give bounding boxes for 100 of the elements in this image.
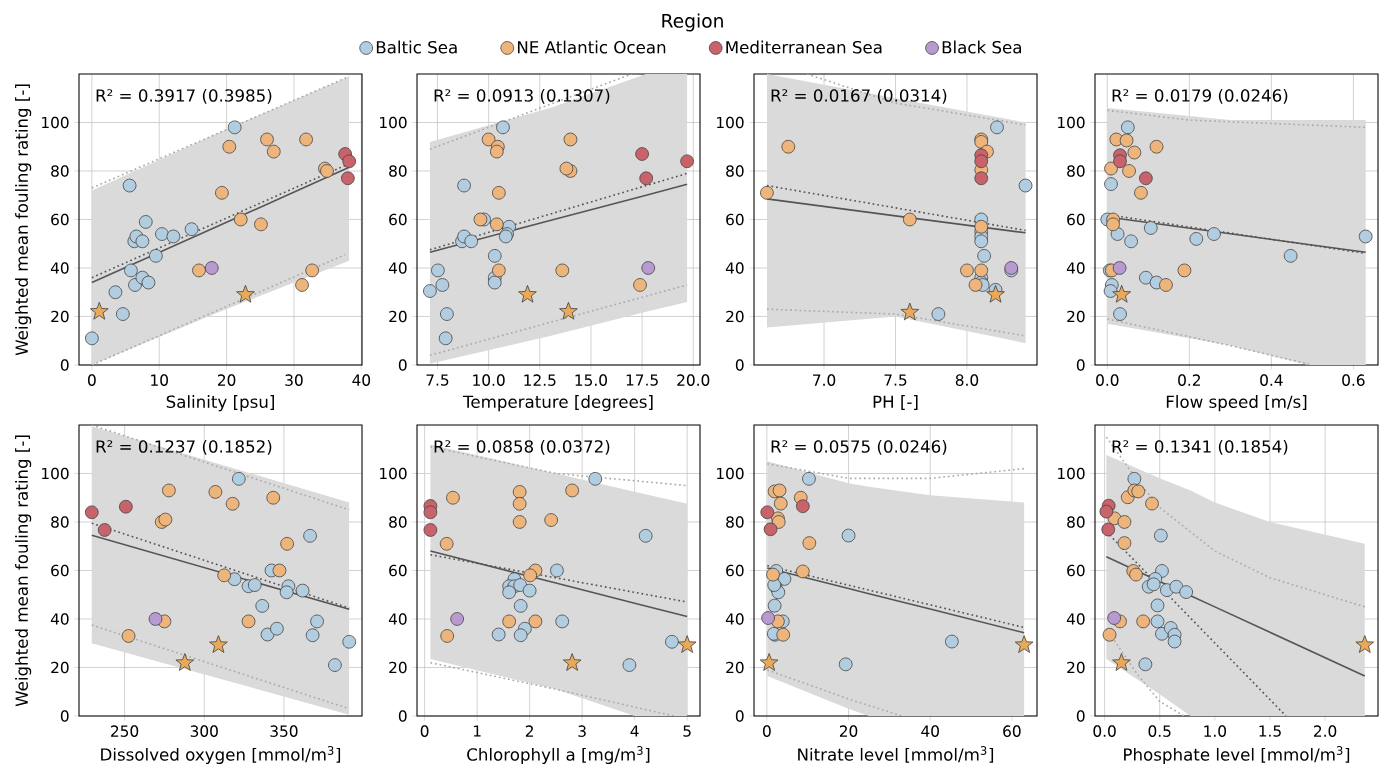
y-tick-label: 40 (50, 262, 69, 274)
y-tick-label: 0 (735, 359, 744, 371)
x-axis-title: PH [-] (873, 395, 918, 410)
x-tick-label: 0 (763, 725, 771, 737)
x-tick-label: 20.0 (677, 374, 710, 386)
y-tick-label: 60 (51, 213, 69, 226)
x-tick-label: 0.0 (1093, 725, 1116, 737)
y-axis-title: Weighted mean fouling rating [-] (15, 84, 32, 356)
y-tick-label: 0 (398, 359, 407, 371)
x-tick-label: 40 (352, 374, 371, 386)
x-tick-label: 1 (473, 725, 481, 737)
x-tick-label: 250 (111, 725, 139, 737)
y-tick-label: 0 (735, 710, 744, 722)
y-tick-label: 20 (51, 310, 69, 323)
x-tick-label: 1.5 (1259, 725, 1281, 737)
x-tick-label: 1.0 (1204, 725, 1227, 737)
y-tick-label: 80 (51, 516, 69, 528)
y-tick-label: 0 (1076, 710, 1085, 722)
y-tick-label: 20 (389, 661, 407, 674)
y-tick-label: 80 (1067, 516, 1085, 528)
y-tick-label: 100 (42, 116, 69, 129)
x-tick-label: 0.0 (1096, 374, 1119, 386)
y-tick-label: 100 (717, 116, 744, 129)
y-tick-label: 80 (51, 165, 69, 177)
y-tick-label: 40 (725, 613, 744, 625)
legend-label: Baltic Sea (376, 40, 457, 54)
y-tick-label: 100 (1058, 467, 1085, 480)
x-tick-label: 2 (525, 725, 533, 737)
annotation: R² = 0.1341 (0.1854) (1112, 439, 1288, 455)
y-tick-label: 100 (380, 116, 407, 129)
x-axis-title: Temperature [degrees] (462, 395, 653, 412)
x-tick-label: 40 (921, 725, 939, 737)
legend-label: Black Sea (942, 40, 1021, 54)
legend-title: Region (662, 13, 723, 32)
x-axis-title: Flow speed [m/s] (1166, 395, 1307, 412)
annotation: R² = 0.3917 (0.3985) (96, 88, 272, 104)
y-tick-label: 80 (726, 165, 744, 177)
y-tick-label: 40 (1066, 262, 1085, 274)
x-tick-label: 0.4 (1260, 374, 1283, 386)
x-tick-label: 15.0 (575, 374, 607, 386)
y-tick-label: 20 (726, 661, 744, 674)
x-tick-label: 0 (420, 725, 429, 737)
x-tick-label: 4 (630, 725, 639, 737)
y-tick-label: 0 (60, 359, 69, 371)
y-tick-label: 40 (725, 262, 744, 274)
y-tick-label: 0 (1076, 359, 1085, 371)
y-tick-label: 80 (389, 516, 407, 528)
annotation: R² = 0.0913 (0.1307) (434, 88, 610, 104)
y-tick-label: 40 (1066, 613, 1085, 625)
y-tick-label: 100 (42, 467, 69, 480)
x-tick-label: 10 (151, 374, 168, 386)
x-tick-label: 0.5 (1148, 725, 1171, 737)
x-tick-label: 30 (285, 374, 303, 386)
y-tick-label: 20 (389, 310, 407, 323)
y-tick-label: 20 (1067, 310, 1085, 323)
x-tick-label: 2.0 (1314, 725, 1337, 737)
y-tick-label: 40 (50, 613, 69, 625)
y-tick-label: 80 (389, 165, 407, 177)
y-tick-label: 60 (389, 564, 407, 577)
y-tick-label: 40 (388, 262, 407, 274)
y-tick-label: 60 (51, 564, 69, 577)
x-tick-label: 20 (839, 725, 858, 737)
y-tick-label: 20 (726, 310, 744, 323)
x-tick-label: 0 (88, 374, 96, 386)
annotation: R² = 0.0179 (0.0246) (1112, 88, 1288, 104)
y-tick-label: 80 (726, 516, 744, 528)
y-tick-label: 60 (726, 564, 744, 577)
x-tick-label: 350 (270, 725, 298, 737)
x-axis-title: Chlorophyll a [mg/m$^{3}$] (467, 746, 650, 765)
y-tick-label: 60 (389, 213, 407, 226)
x-tick-label: 7.0 (813, 374, 836, 386)
x-axis-title: Phosphate level [mmol/m$^{3}$] (1124, 746, 1350, 765)
y-tick-label: 60 (1067, 213, 1085, 226)
x-tick-label: 8.0 (955, 374, 979, 386)
legend-label: NE Atlantic Ocean (517, 40, 666, 54)
x-axis-title: Salinity [psu] (166, 395, 274, 412)
x-tick-label: 5 (683, 725, 691, 737)
annotation: R² = 0.0858 (0.0372) (434, 439, 610, 455)
y-tick-label: 20 (1067, 661, 1085, 674)
x-tick-label: 300 (190, 725, 218, 737)
y-tick-label: 100 (1058, 116, 1085, 129)
x-tick-label: 20 (217, 374, 236, 386)
y-tick-label: 20 (51, 661, 69, 674)
x-tick-label: 17.5 (626, 374, 658, 386)
x-tick-label: 60 (1003, 725, 1021, 737)
x-tick-label: 0.6 (1342, 374, 1365, 386)
y-tick-label: 0 (60, 710, 69, 722)
x-tick-label: 12.5 (524, 374, 556, 386)
y-tick-label: 60 (726, 213, 744, 226)
x-tick-label: 3 (578, 725, 586, 737)
x-tick-label: 0.2 (1178, 374, 1200, 386)
x-tick-label: 10.0 (473, 374, 505, 386)
x-axis-title: Nitrate level [mmol/m$^{3}$] (798, 746, 994, 763)
y-tick-label: 60 (1067, 564, 1085, 577)
y-tick-label: 80 (1067, 165, 1085, 177)
y-tick-label: 100 (380, 467, 407, 480)
x-axis-title: Dissolved oxygen [mmol/m$^{3}$] (101, 746, 341, 765)
x-tick-label: 7.5 (426, 374, 449, 386)
legend-label: Mediterranean Sea (726, 40, 882, 54)
annotation: R² = 0.0575 (0.0246) (771, 439, 947, 455)
